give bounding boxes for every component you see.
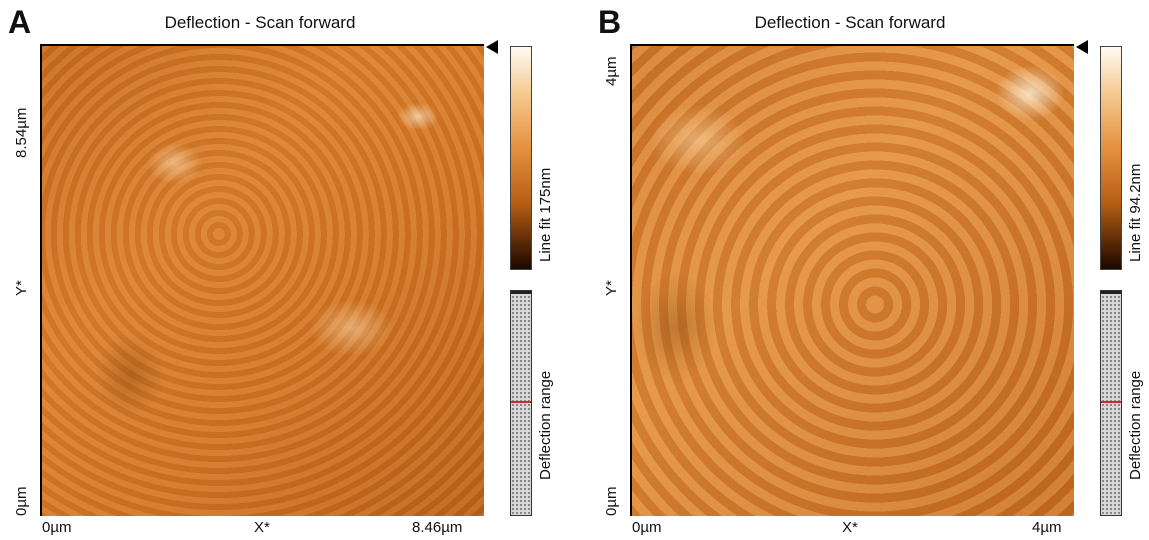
x-axis-right-label: 8.46µm bbox=[412, 519, 463, 536]
deflection-range-bar bbox=[1100, 290, 1122, 516]
afm-panel-a: A Deflection - Scan forward 8.54µm Y* 0µ… bbox=[8, 4, 554, 536]
panel-title: Deflection - Scan forward bbox=[754, 13, 946, 32]
colorbar-label: Line fit 94.2nm bbox=[1127, 163, 1144, 262]
y-axis-top-label: 8.54µm bbox=[13, 107, 30, 158]
x-axis-mid-label: X* bbox=[842, 519, 858, 536]
afm-panel-b: B Deflection - Scan forward 4µm Y* 0µm 0… bbox=[590, 0, 1149, 540]
y-axis-top-label: 4µm bbox=[603, 56, 620, 86]
deflection-range-label: Deflection range bbox=[537, 370, 554, 480]
deflection-range-label: Deflection range bbox=[1127, 370, 1144, 480]
y-axis-bottom-label: 0µm bbox=[603, 486, 620, 516]
afm-scan-image bbox=[40, 44, 484, 516]
y-axis-bottom-label: 0µm bbox=[13, 486, 30, 516]
y-axis-mid-label: Y* bbox=[13, 280, 30, 296]
x-axis-right-label: 4µm bbox=[1032, 519, 1062, 536]
x-axis-left-label: 0µm bbox=[42, 519, 72, 536]
afm-scan-image bbox=[630, 44, 1074, 516]
colorbar-label: Line fit 175nm bbox=[537, 167, 554, 262]
x-axis-left-label: 0µm bbox=[632, 519, 662, 536]
panel-letter: A bbox=[8, 4, 32, 40]
x-axis-mid-label: X* bbox=[254, 519, 270, 536]
height-colorbar bbox=[1100, 46, 1122, 270]
scan-position-marker-icon bbox=[1076, 40, 1088, 54]
panel-title: Deflection - Scan forward bbox=[164, 13, 356, 32]
deflection-range-marker bbox=[1101, 401, 1121, 403]
scan-position-marker-icon bbox=[486, 40, 498, 54]
deflection-range-bar bbox=[510, 290, 532, 516]
height-colorbar bbox=[510, 46, 532, 270]
y-axis-mid-label: Y* bbox=[603, 280, 620, 296]
deflection-range-marker bbox=[511, 401, 531, 403]
panel-letter: B bbox=[598, 4, 622, 40]
